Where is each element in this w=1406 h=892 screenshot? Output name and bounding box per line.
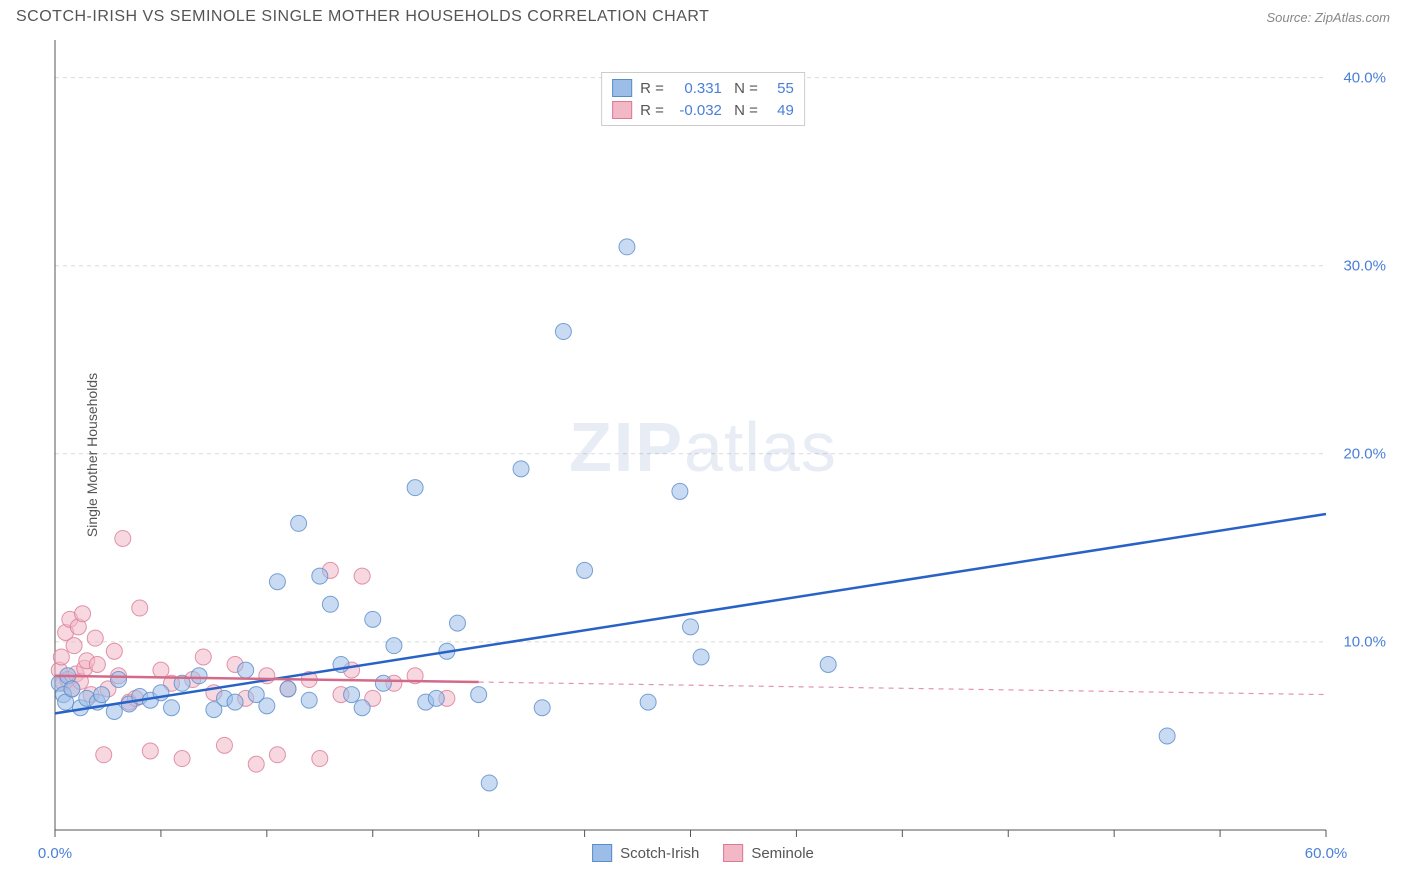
legend-swatch-icon [723,844,743,862]
series-legend: Scotch-Irish Seminole [592,844,814,862]
legend-n-label: N = [730,102,758,119]
legend-swatch-icon [612,101,632,119]
legend-swatch-icon [592,844,612,862]
chart-header: SCOTCH-IRISH VS SEMINOLE SINGLE MOTHER H… [0,0,1406,30]
y-tick-label: 40.0% [1343,69,1386,86]
legend-r-label: R = [640,102,664,119]
y-axis-label: Single Mother Households [84,373,100,537]
y-tick-label: 10.0% [1343,633,1386,650]
legend-n-value: 49 [766,102,794,119]
x-tick-label: 0.0% [38,845,72,862]
legend-row-scotch-irish: R = 0.331 N = 55 [612,77,794,99]
x-tick-label: 60.0% [1305,845,1348,862]
legend-label: Scotch-Irish [620,845,699,862]
scatter-chart [0,30,1406,880]
legend-r-value: 0.331 [672,80,722,97]
legend-n-label: N = [730,80,758,97]
legend-r-value: -0.032 [672,102,722,119]
y-tick-label: 20.0% [1343,445,1386,462]
legend-item-seminole: Seminole [723,844,814,862]
legend-n-value: 55 [766,80,794,97]
chart-title: SCOTCH-IRISH VS SEMINOLE SINGLE MOTHER H… [16,8,709,26]
legend-row-seminole: R = -0.032 N = 49 [612,99,794,121]
legend-label: Seminole [751,845,814,862]
legend-item-scotch-irish: Scotch-Irish [592,844,699,862]
y-tick-label: 30.0% [1343,257,1386,274]
correlation-legend: R = 0.331 N = 55 R = -0.032 N = 49 [601,72,805,126]
legend-swatch-icon [612,79,632,97]
legend-r-label: R = [640,80,664,97]
chart-container: ZIPatlas Single Mother Households R = 0.… [0,30,1406,880]
source-credit: Source: ZipAtlas.com [1266,10,1390,25]
